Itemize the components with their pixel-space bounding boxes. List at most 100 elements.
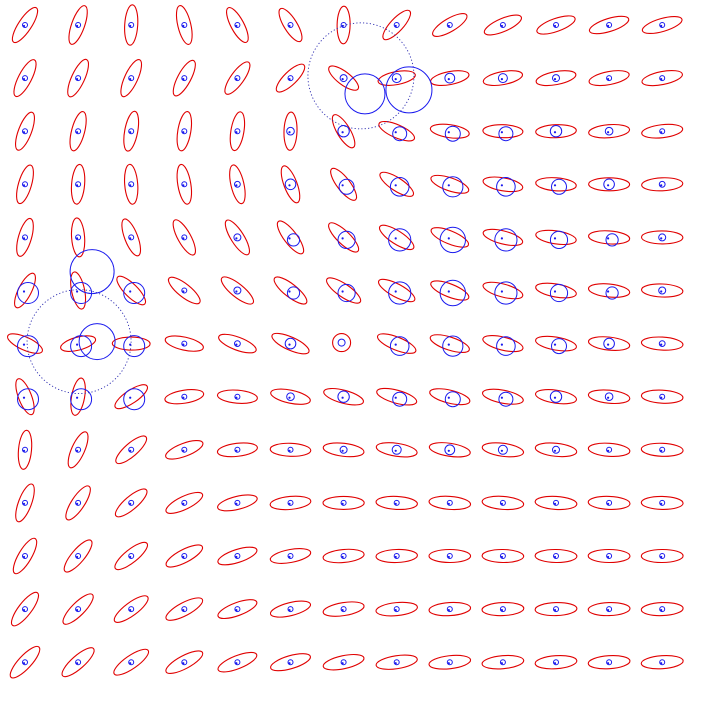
center-dot xyxy=(500,662,503,665)
center-dot xyxy=(235,555,238,559)
center-dot xyxy=(341,78,344,81)
center-dot xyxy=(553,609,557,612)
center-dot xyxy=(553,555,557,559)
ellipse-glyph xyxy=(116,275,147,306)
center-dot xyxy=(129,449,132,452)
center-dot xyxy=(22,78,26,81)
circle-glyph xyxy=(234,340,241,348)
ellipse-glyph xyxy=(430,227,470,248)
ellipse-glyph xyxy=(322,442,365,458)
center-dot xyxy=(394,237,397,240)
ellipse-glyph xyxy=(6,333,44,354)
center-dot xyxy=(394,78,397,81)
circle-glyph xyxy=(234,128,241,135)
circle-glyph xyxy=(393,606,400,613)
ellipse-glyph xyxy=(640,230,684,245)
center-dot xyxy=(500,78,503,81)
ellipse-glyph xyxy=(220,276,255,305)
circle-glyph xyxy=(181,499,188,506)
ellipse-glyph xyxy=(120,58,143,98)
ellipse-glyph xyxy=(483,14,523,36)
ellipse-glyph xyxy=(172,59,196,97)
ellipse-glyph xyxy=(217,494,258,512)
center-dot xyxy=(500,555,503,559)
ellipse-glyph xyxy=(164,389,205,405)
center-dot xyxy=(76,237,79,240)
center-dot xyxy=(500,237,503,240)
center-dot xyxy=(447,449,450,452)
center-dot xyxy=(235,290,238,293)
circle-glyph xyxy=(340,22,347,28)
ellipse-glyph xyxy=(588,123,631,139)
center-dot xyxy=(500,396,503,399)
ellipse-glyph xyxy=(535,177,577,192)
ellipse-glyph xyxy=(17,429,33,470)
center-dot xyxy=(22,609,26,612)
ellipse-glyph xyxy=(67,58,90,98)
circle-glyph xyxy=(287,499,294,506)
ellipse-glyph xyxy=(217,546,258,566)
ellipse-glyph xyxy=(165,544,204,568)
ellipse-glyph xyxy=(587,283,631,298)
center-dot xyxy=(607,502,610,505)
center-dot xyxy=(182,184,185,187)
ellipse-glyph xyxy=(587,336,631,351)
circle-glyph xyxy=(286,126,295,136)
ellipse-glyph xyxy=(430,280,470,301)
center-marker-outer xyxy=(332,333,352,353)
center-dot xyxy=(341,449,344,452)
center-dot xyxy=(288,290,291,293)
ellipse-glyph xyxy=(322,548,365,564)
ellipse-glyph xyxy=(63,539,93,573)
center-dot xyxy=(235,396,238,399)
circle-glyph xyxy=(287,606,294,613)
center-dot xyxy=(129,609,132,612)
center-dot xyxy=(235,449,238,452)
ellipse-glyph xyxy=(280,165,301,204)
circle-glyph xyxy=(287,75,294,82)
center-dot xyxy=(500,184,503,187)
center-dot xyxy=(500,24,503,28)
circle-glyph xyxy=(551,178,567,195)
center-dot xyxy=(182,502,185,505)
center-dot xyxy=(447,237,450,240)
circle-glyph xyxy=(287,22,294,28)
center-dot xyxy=(500,290,503,293)
center-dot xyxy=(22,290,26,293)
center-dot xyxy=(288,24,291,28)
center-dot xyxy=(394,184,397,187)
center-dot xyxy=(76,609,79,612)
circle-glyph xyxy=(234,499,241,506)
center-dot xyxy=(288,78,291,81)
circle-glyph xyxy=(444,444,456,456)
ellipse-glyph xyxy=(229,164,246,205)
circle-glyph xyxy=(22,75,28,82)
circle-glyph xyxy=(659,22,666,28)
circle-glyph xyxy=(181,659,188,666)
circle-glyph xyxy=(234,606,241,613)
center-dot xyxy=(553,78,557,81)
center-dot xyxy=(660,396,663,399)
center-dot xyxy=(341,502,344,505)
center-dot xyxy=(447,24,450,28)
circle-glyph xyxy=(393,553,400,559)
ellipse-glyph xyxy=(165,597,204,621)
ellipse-glyph xyxy=(640,283,684,298)
center-dot xyxy=(341,396,344,399)
ellipse-glyph xyxy=(172,219,196,256)
circle-glyph xyxy=(551,338,567,355)
circle-glyph xyxy=(553,499,559,506)
ellipse-glyph xyxy=(534,495,578,511)
circle-glyph xyxy=(393,22,400,28)
ellipse-glyph xyxy=(124,4,139,46)
circle-glyph xyxy=(22,499,28,506)
ellipse-glyph xyxy=(588,177,631,192)
ellipse-glyph xyxy=(328,65,360,91)
source-circle xyxy=(385,66,433,114)
circle-glyph xyxy=(659,606,666,613)
circle-glyph xyxy=(286,286,301,300)
center-dot xyxy=(341,290,344,293)
center-dot xyxy=(235,609,238,612)
ellipse-glyph xyxy=(482,335,524,353)
